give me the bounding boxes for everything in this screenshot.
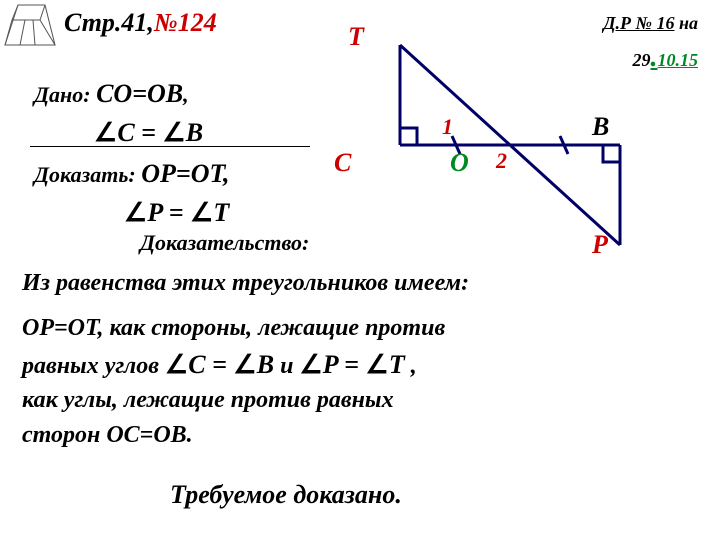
prove-eq1: OP=OT, <box>141 159 229 188</box>
proof-l5a: сторон <box>22 422 106 448</box>
given-label: Дано: <box>34 82 96 107</box>
vertex-p: P <box>592 230 608 260</box>
vertex-c: C <box>334 148 351 178</box>
prove-ang-p: P <box>124 198 162 227</box>
vertex-o: O <box>450 148 469 178</box>
angle-1: 1 <box>442 114 453 140</box>
vertex-t: T <box>348 22 364 52</box>
proof-body: Из равенства этих треугольников имеем: O… <box>22 266 698 453</box>
given-ang-eq: = <box>135 118 163 147</box>
proof-l3a: равных углов <box>22 353 165 379</box>
title-number: №124 <box>154 8 217 37</box>
proof-line-1: Из равенства этих треугольников имеем: <box>22 266 698 301</box>
conclusion: Требуемое доказано. <box>170 480 402 510</box>
proof-comma: , <box>411 353 417 379</box>
divider-line <box>30 146 310 147</box>
geometry-diagram: T C O B P 1 2 <box>320 30 700 260</box>
vertex-b: B <box>592 112 609 142</box>
prove-ang-t: T <box>190 198 229 227</box>
proof-and: и <box>280 353 299 379</box>
given-block: Дано: CO=OB, C = B <box>34 74 203 152</box>
given-ang-b: B <box>162 118 203 147</box>
corner-sketch <box>0 0 60 50</box>
proof-label: Доказательство: <box>140 230 309 256</box>
ang-p2: P <box>299 350 337 379</box>
given-ang-c: C <box>94 118 135 147</box>
prove-ang-eq: = <box>162 198 190 227</box>
ang-t2: T <box>366 350 405 379</box>
proof-l5b: ОС=ОВ. <box>106 422 192 448</box>
proof-eq-op-ot: OP=OT, <box>22 315 103 341</box>
prove-block: Доказать: OP=OT, P = T <box>34 154 229 232</box>
page-title: Стр.41,№124 <box>64 8 217 38</box>
proof-l2b: как стороны, лежащие против <box>103 315 445 341</box>
prove-label: Доказать: <box>34 162 141 187</box>
title-page: Стр.41, <box>64 8 154 37</box>
ang-c2: C <box>165 350 206 379</box>
proof-l4: как углы, лежащие против равных <box>22 383 698 418</box>
given-eq1: CO=OB <box>96 79 183 108</box>
ang-b2: B <box>233 350 274 379</box>
angle-2: 2 <box>496 148 507 174</box>
